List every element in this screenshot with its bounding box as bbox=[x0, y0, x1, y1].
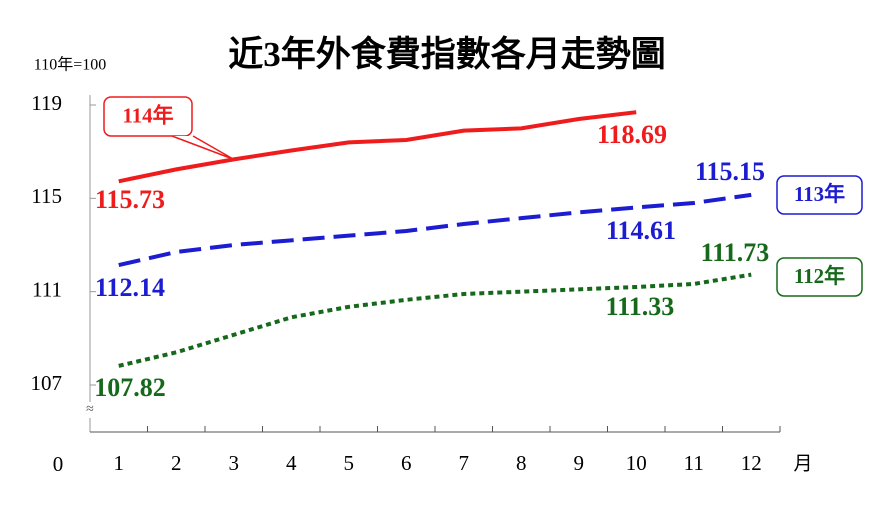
data-label: 115.15 bbox=[695, 157, 765, 186]
x-tick-label: 12 bbox=[741, 451, 762, 475]
legend-box bbox=[776, 257, 863, 297]
legend-box bbox=[776, 175, 863, 215]
x-tick-label: 6 bbox=[401, 451, 412, 475]
chart-title: 近3年外食費指數各月走勢圖 bbox=[228, 34, 666, 74]
series-line bbox=[118, 110, 637, 184]
series-line bbox=[118, 192, 752, 268]
data-label: 111.33 bbox=[606, 292, 675, 321]
legend-leader bbox=[171, 135, 235, 161]
data-label: 112.14 bbox=[95, 273, 165, 302]
data-label: 114.61 bbox=[606, 216, 676, 245]
x-tick-label: 8 bbox=[516, 451, 527, 475]
x-axis-unit: 月 bbox=[793, 453, 812, 474]
data-label: 115.73 bbox=[95, 185, 165, 214]
legend-label: 113年 bbox=[794, 182, 845, 206]
x-tick-label: 7 bbox=[459, 451, 470, 475]
x-tick-label: 2 bbox=[171, 451, 182, 475]
y-tick-label: 119 bbox=[31, 91, 62, 115]
legend-label: 112年 bbox=[794, 264, 845, 288]
x-tick-label: 11 bbox=[684, 451, 704, 475]
y-tick-label: 115 bbox=[31, 184, 62, 208]
x-tick-label: 9 bbox=[574, 451, 585, 475]
y-tick-label: 111 bbox=[32, 277, 62, 301]
legend-box bbox=[103, 96, 193, 137]
legend-label: 114年 bbox=[122, 103, 173, 127]
y-tick-label: 107 bbox=[31, 371, 63, 395]
y-axis-unit: 110年=100 bbox=[34, 56, 106, 74]
y-origin-label: 0 bbox=[53, 452, 64, 476]
x-tick-label: 4 bbox=[286, 451, 297, 475]
data-label: 107.82 bbox=[94, 373, 166, 402]
x-tick-label: 5 bbox=[344, 451, 355, 475]
axis-break: ≈ bbox=[86, 402, 94, 417]
data-label: 111.73 bbox=[701, 238, 770, 267]
series-line bbox=[118, 272, 752, 368]
data-label: 118.69 bbox=[597, 120, 667, 149]
x-tick-label: 10 bbox=[626, 451, 647, 475]
x-tick-label: 1 bbox=[114, 451, 125, 475]
x-tick-label: 3 bbox=[229, 451, 240, 475]
